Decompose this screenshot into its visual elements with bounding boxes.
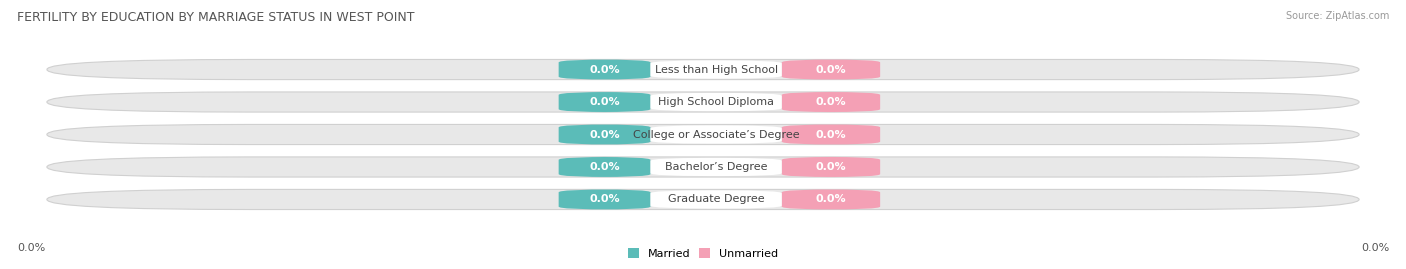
Text: 0.0%: 0.0%	[589, 65, 620, 75]
FancyBboxPatch shape	[46, 125, 1360, 144]
FancyBboxPatch shape	[782, 189, 880, 210]
FancyBboxPatch shape	[46, 157, 1360, 177]
FancyBboxPatch shape	[46, 92, 1360, 112]
Text: College or Associate’s Degree: College or Associate’s Degree	[633, 129, 800, 140]
Text: 0.0%: 0.0%	[815, 162, 846, 172]
Text: Less than High School: Less than High School	[655, 65, 778, 75]
Text: 0.0%: 0.0%	[815, 129, 846, 140]
FancyBboxPatch shape	[782, 59, 880, 80]
FancyBboxPatch shape	[651, 190, 782, 208]
FancyBboxPatch shape	[558, 59, 651, 80]
FancyBboxPatch shape	[651, 93, 782, 111]
FancyBboxPatch shape	[651, 125, 782, 144]
FancyBboxPatch shape	[46, 189, 1360, 210]
FancyBboxPatch shape	[46, 59, 1360, 80]
FancyBboxPatch shape	[651, 61, 782, 79]
Text: 0.0%: 0.0%	[589, 97, 620, 107]
Text: Graduate Degree: Graduate Degree	[668, 194, 765, 204]
Text: 0.0%: 0.0%	[815, 65, 846, 75]
FancyBboxPatch shape	[782, 125, 880, 144]
Text: Source: ZipAtlas.com: Source: ZipAtlas.com	[1285, 11, 1389, 21]
Text: Bachelor’s Degree: Bachelor’s Degree	[665, 162, 768, 172]
Legend: Married, Unmarried: Married, Unmarried	[623, 244, 783, 263]
FancyBboxPatch shape	[558, 125, 651, 144]
Text: High School Diploma: High School Diploma	[658, 97, 775, 107]
Text: FERTILITY BY EDUCATION BY MARRIAGE STATUS IN WEST POINT: FERTILITY BY EDUCATION BY MARRIAGE STATU…	[17, 11, 415, 24]
Text: 0.0%: 0.0%	[589, 129, 620, 140]
FancyBboxPatch shape	[782, 157, 880, 177]
Text: 0.0%: 0.0%	[815, 194, 846, 204]
Text: 0.0%: 0.0%	[589, 194, 620, 204]
FancyBboxPatch shape	[558, 157, 651, 177]
FancyBboxPatch shape	[651, 158, 782, 176]
FancyBboxPatch shape	[558, 189, 651, 210]
Text: 0.0%: 0.0%	[815, 97, 846, 107]
Text: 0.0%: 0.0%	[17, 243, 45, 253]
Text: 0.0%: 0.0%	[589, 162, 620, 172]
FancyBboxPatch shape	[782, 92, 880, 112]
Text: 0.0%: 0.0%	[1361, 243, 1389, 253]
FancyBboxPatch shape	[558, 92, 651, 112]
